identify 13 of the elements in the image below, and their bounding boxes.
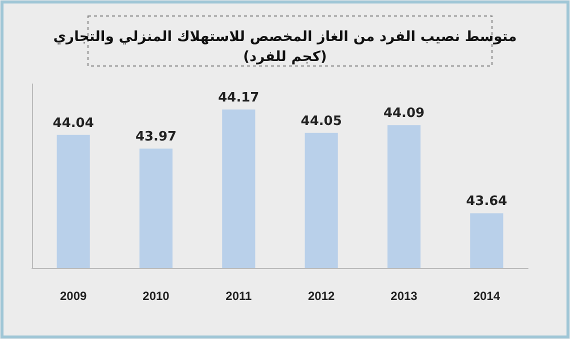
x-tick-label: 2013 <box>390 289 418 303</box>
x-tick-label: 2010 <box>142 289 170 303</box>
data-label: 44.17 <box>218 90 260 106</box>
x-tick-label: 2011 <box>226 289 252 303</box>
data-label: 44.09 <box>383 106 425 122</box>
data-label: 43.64 <box>466 194 508 210</box>
data-label: 44.04 <box>52 116 94 131</box>
x-tick-label: 2014 <box>473 289 500 303</box>
data-label: 43.97 <box>135 130 177 145</box>
data-label: 44.05 <box>300 114 342 129</box>
x-tick-label: 2012 <box>308 289 336 303</box>
chart-title: متوسط نصيب الفرد من الغاز المخصص للاستهلاك المنزلي والتجاري (كجم للفرد) <box>53 29 517 65</box>
x-tick-label: 2009 <box>60 289 88 303</box>
